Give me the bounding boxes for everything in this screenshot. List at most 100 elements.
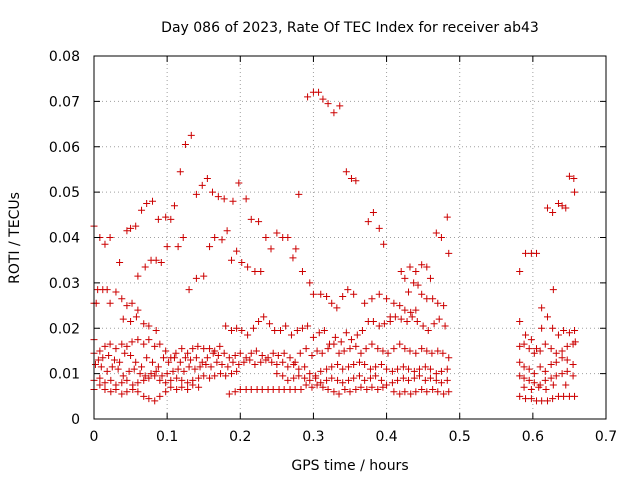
data-point xyxy=(163,370,171,378)
data-point xyxy=(229,358,237,366)
data-point xyxy=(158,372,166,380)
data-point xyxy=(295,365,303,373)
data-point xyxy=(330,388,338,396)
data-point xyxy=(418,261,426,269)
data-point xyxy=(565,329,573,337)
data-point xyxy=(535,383,543,391)
data-point xyxy=(368,383,376,391)
data-point xyxy=(445,249,453,257)
data-point xyxy=(362,345,370,353)
data-point xyxy=(255,317,263,325)
data-point xyxy=(269,349,277,357)
data-point xyxy=(361,361,369,369)
data-point xyxy=(323,365,331,373)
data-point xyxy=(333,304,341,312)
data-point xyxy=(324,386,332,394)
data-point xyxy=(570,175,578,183)
data-point xyxy=(242,195,250,203)
data-point xyxy=(440,390,448,398)
data-point xyxy=(372,372,380,380)
data-point xyxy=(211,372,219,380)
data-point xyxy=(103,367,111,375)
data-point xyxy=(198,358,206,366)
data-point xyxy=(383,295,391,303)
data-point xyxy=(162,379,170,387)
x-tick-label: 0.2 xyxy=(229,429,251,445)
data-point xyxy=(319,383,327,391)
data-point xyxy=(345,376,353,384)
data-point xyxy=(273,370,281,378)
data-point xyxy=(154,215,162,223)
data-point xyxy=(350,374,358,382)
data-point xyxy=(366,365,374,373)
data-point xyxy=(397,315,405,323)
data-point xyxy=(233,324,241,332)
data-point xyxy=(369,317,377,325)
data-point xyxy=(413,317,421,325)
data-point xyxy=(169,367,177,375)
data-point xyxy=(216,342,224,350)
data-point xyxy=(364,218,372,226)
data-point xyxy=(421,376,429,384)
data-point xyxy=(178,345,186,353)
data-point xyxy=(530,349,538,357)
data-point xyxy=(141,372,149,380)
data-point xyxy=(441,322,449,330)
data-point xyxy=(445,354,453,362)
data-point xyxy=(547,361,555,369)
data-point xyxy=(536,363,544,371)
data-point xyxy=(399,363,407,371)
data-point xyxy=(549,209,557,217)
data-point xyxy=(140,320,148,328)
data-point xyxy=(560,327,568,335)
data-point xyxy=(273,229,281,237)
data-point xyxy=(516,372,524,380)
data-point xyxy=(379,347,387,355)
data-point xyxy=(549,395,557,403)
data-point xyxy=(176,358,184,366)
data-point xyxy=(298,268,306,276)
data-point xyxy=(426,365,434,373)
data-point xyxy=(145,322,153,330)
data-point xyxy=(96,374,104,382)
data-point xyxy=(538,324,546,332)
data-point xyxy=(101,386,109,394)
data-point xyxy=(198,181,206,189)
data-point xyxy=(563,367,571,375)
data-point xyxy=(251,268,259,276)
data-point xyxy=(380,240,388,248)
data-point xyxy=(192,274,200,282)
data-point xyxy=(220,349,228,357)
data-point xyxy=(140,376,148,384)
data-point xyxy=(408,313,416,321)
data-point xyxy=(306,376,314,384)
data-point xyxy=(437,234,445,241)
data-point xyxy=(522,331,530,339)
data-point xyxy=(527,386,535,394)
data-point xyxy=(350,361,358,369)
data-point xyxy=(312,374,320,382)
data-point xyxy=(315,88,323,96)
data-point xyxy=(426,374,434,382)
data-point xyxy=(247,386,255,394)
data-point xyxy=(184,349,192,357)
data-point xyxy=(96,347,104,355)
x-tick-label: 0.3 xyxy=(302,429,324,445)
data-point xyxy=(152,367,160,375)
chart-title: Day 086 of 2023, Rate Of TEC Index for r… xyxy=(161,20,539,36)
data-point xyxy=(213,358,221,366)
data-point xyxy=(380,320,388,328)
data-point xyxy=(106,299,114,307)
data-point xyxy=(571,188,579,196)
y-tick-label: 0.03 xyxy=(49,276,80,292)
data-point xyxy=(525,365,533,373)
data-point xyxy=(565,172,573,180)
data-point xyxy=(152,327,160,335)
data-point xyxy=(437,367,445,375)
data-point xyxy=(569,361,577,369)
data-point xyxy=(156,340,164,348)
y-tick-label: 0.02 xyxy=(49,321,80,337)
data-point xyxy=(432,370,440,378)
data-point xyxy=(200,272,208,280)
data-point xyxy=(388,379,396,387)
